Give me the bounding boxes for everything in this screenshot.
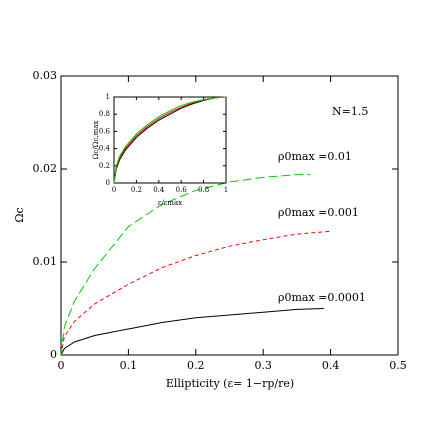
y-tick-label: 0 [50, 348, 57, 361]
x-tick-label: 1 [224, 186, 228, 194]
y-tick-label: 0.03 [33, 69, 58, 82]
annotation: ρ0max =0.001 [278, 206, 359, 219]
x-tick-label: 0.2 [131, 186, 142, 194]
x-axis-label: Ellipticity (ε= 1−rp/re) [166, 377, 294, 390]
y-tick-label: 1 [106, 93, 110, 101]
y-axis-label: Ωc/Ωc,max [92, 121, 100, 160]
series-line [113, 96, 227, 184]
series-line [60, 174, 311, 356]
x-tick-label: 0.4 [153, 186, 165, 194]
y-tick-label: 0.8 [99, 110, 110, 118]
y-tick-label: 0.2 [99, 162, 110, 170]
x-axis-label: ε/εmax [158, 199, 182, 207]
y-tick-label: 0.6 [99, 127, 111, 135]
x-tick-label: 0.3 [254, 359, 272, 372]
x-tick-label: 0.5 [389, 359, 407, 372]
x-tick-label: 0.2 [187, 359, 205, 372]
annotation: N=1.5 [332, 105, 368, 118]
annotation: ρ0max =0.01 [278, 150, 352, 163]
plot-frame [60, 75, 399, 356]
x-tick-label: 0 [58, 359, 65, 372]
y-axis-label: Ωc [13, 207, 26, 222]
y-tick-label: 0.01 [33, 255, 58, 268]
x-tick-label: 0.4 [322, 359, 340, 372]
x-tick-label: 0 [112, 186, 116, 194]
y-tick-label: 0.4 [99, 145, 111, 153]
annotation: ρ0max =0.0001 [278, 291, 366, 304]
series-line [60, 230, 331, 356]
x-tick-label: 0.6 [176, 186, 188, 194]
x-tick-label: 0.8 [198, 186, 209, 194]
series-line [113, 96, 227, 184]
x-tick-label: 0.1 [120, 359, 138, 372]
y-tick-label: 0 [106, 179, 110, 187]
plot-frame [113, 96, 227, 184]
y-tick-label: 0.02 [33, 162, 58, 175]
series-line [60, 308, 324, 356]
